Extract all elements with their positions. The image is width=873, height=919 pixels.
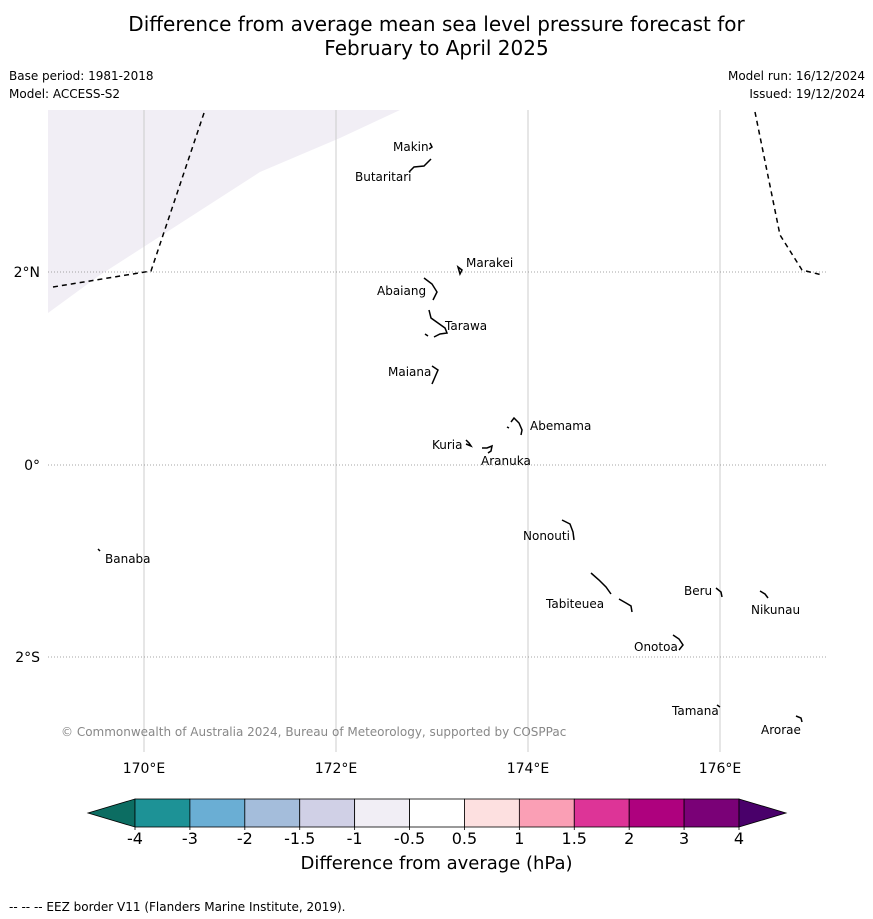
colorbar-tick-label: -2 bbox=[237, 829, 253, 848]
label-makin: Makin bbox=[393, 140, 429, 154]
coast-arorae bbox=[795, 715, 803, 723]
colorbar-title: Difference from average (hPa) bbox=[300, 853, 573, 874]
label-tarawa: Tarawa bbox=[444, 319, 487, 333]
coast-tamana bbox=[716, 704, 721, 708]
island-coastlines bbox=[97, 142, 803, 723]
colorbar-max-extension bbox=[738, 798, 788, 828]
colorbar-tick-label: 0.5 bbox=[452, 829, 477, 848]
parallel-gridlines bbox=[48, 271, 826, 658]
colorbar-segment bbox=[189, 798, 246, 828]
coast-makin bbox=[428, 142, 433, 150]
colorbar-tick-label: -3 bbox=[182, 829, 198, 848]
colorbar-tick-label: 1.5 bbox=[562, 829, 587, 848]
copyright-notice: © Commonwealth of Australia 2024, Bureau… bbox=[61, 725, 566, 739]
colorbar: -4 -3 -2 -1.5 -1 -0.5 0.5 1 1.5 2 3 4 bbox=[86, 798, 788, 848]
title-line-1: Difference from average mean sea level p… bbox=[128, 12, 745, 36]
label-nonouti: Nonouti bbox=[523, 529, 570, 543]
coast-abaiang bbox=[423, 277, 438, 301]
label-arorae: Arorae bbox=[761, 723, 801, 737]
lon-label-174e: 174°E bbox=[507, 761, 550, 777]
colorbar-segment bbox=[299, 798, 356, 828]
meta-left: Base period: 1981-2018 Model: ACCESS-S2 bbox=[9, 69, 154, 105]
colorbar-tick-label: 4 bbox=[734, 829, 744, 848]
meridian-gridlines bbox=[143, 110, 721, 752]
label-abaiang: Abaiang bbox=[377, 284, 426, 298]
coast-tabiteuea bbox=[590, 572, 633, 613]
island-labels: Makin Butaritari Marakei Abaiang Tarawa … bbox=[105, 140, 801, 737]
colorbar-segment bbox=[464, 798, 520, 828]
model-run-date: Model run: 16/12/2024 bbox=[727, 69, 865, 83]
lon-label-172e: 172°E bbox=[315, 761, 358, 777]
coast-butaritari bbox=[408, 158, 432, 173]
colorbar-tick-label: 3 bbox=[679, 829, 689, 848]
eez-footnote: -- -- -- EEZ border V11 (Flanders Marine… bbox=[9, 900, 346, 914]
coast-kuria bbox=[465, 439, 473, 448]
label-butaritari: Butaritari bbox=[355, 170, 412, 184]
eez-border bbox=[52, 109, 823, 288]
colorbar-segment bbox=[409, 798, 465, 828]
base-period: Base period: 1981-2018 bbox=[9, 69, 154, 83]
colorbar-min-extension bbox=[86, 798, 136, 828]
colorbar-segment bbox=[518, 798, 575, 828]
model-name: Model: ACCESS-S2 bbox=[9, 87, 121, 101]
latitude-tick-labels: 2°N 0° 2°S bbox=[14, 265, 41, 666]
label-tamana: Tamana bbox=[671, 704, 719, 718]
coast-maiana bbox=[431, 365, 439, 385]
lat-label-0: 0° bbox=[24, 458, 40, 474]
colorbar-tick-label: -0.5 bbox=[394, 829, 425, 848]
colorbar-tick-label: -1.5 bbox=[284, 829, 315, 848]
meta-right: Model run: 16/12/2024 Issued: 19/12/2024 bbox=[728, 69, 865, 105]
label-aranuka: Aranuka bbox=[481, 454, 531, 468]
lon-label-176e: 176°E bbox=[699, 761, 742, 777]
coast-abemama bbox=[506, 416, 523, 436]
issued-date: Issued: 19/12/2024 bbox=[749, 87, 865, 101]
colorbar-segment bbox=[244, 798, 301, 828]
label-tabiteuea: Tabiteuea bbox=[545, 597, 604, 611]
label-nikunau: Nikunau bbox=[751, 603, 800, 617]
colorbar-tick-label: 2 bbox=[624, 829, 634, 848]
coast-nonouti bbox=[561, 519, 575, 541]
label-maiana: Maiana bbox=[388, 365, 431, 379]
label-marakei: Marakei bbox=[466, 256, 513, 270]
coast-marakei bbox=[456, 265, 463, 277]
colorbar-tick-label: -4 bbox=[127, 829, 143, 848]
coast-onotoa bbox=[672, 634, 684, 651]
coast-tarawa bbox=[424, 309, 449, 338]
title-line-2: February to April 2025 bbox=[324, 36, 549, 60]
map-title: Difference from average mean sea level p… bbox=[0, 12, 873, 60]
shaded-anomaly-region bbox=[48, 110, 400, 313]
lon-label-170e: 170°E bbox=[123, 761, 166, 777]
colorbar-tick-label: 1 bbox=[514, 829, 524, 848]
lat-label-2n: 2°N bbox=[14, 265, 40, 281]
eez-border-west bbox=[52, 109, 206, 288]
colorbar-segment bbox=[354, 798, 410, 828]
coast-banaba bbox=[97, 548, 101, 552]
label-kuria: Kuria bbox=[432, 438, 463, 452]
colorbar-segment bbox=[628, 798, 685, 828]
label-onotoa: Onotoa bbox=[634, 640, 678, 654]
lat-label-2s: 2°S bbox=[15, 650, 40, 666]
colorbar-segment bbox=[683, 798, 740, 828]
label-abemama: Abemama bbox=[530, 419, 591, 433]
colorbar-segment bbox=[134, 798, 191, 828]
label-banaba: Banaba bbox=[105, 552, 151, 566]
colorbar-segment bbox=[573, 798, 630, 828]
label-beru: Beru bbox=[684, 584, 712, 598]
eez-border-east bbox=[754, 111, 823, 276]
coast-nikunau bbox=[759, 590, 769, 599]
colorbar-tick-label: -1 bbox=[347, 829, 363, 848]
longitude-tick-labels: 170°E 172°E 174°E 176°E bbox=[123, 761, 742, 777]
coast-aranuka bbox=[482, 444, 494, 454]
coast-beru bbox=[715, 587, 723, 598]
